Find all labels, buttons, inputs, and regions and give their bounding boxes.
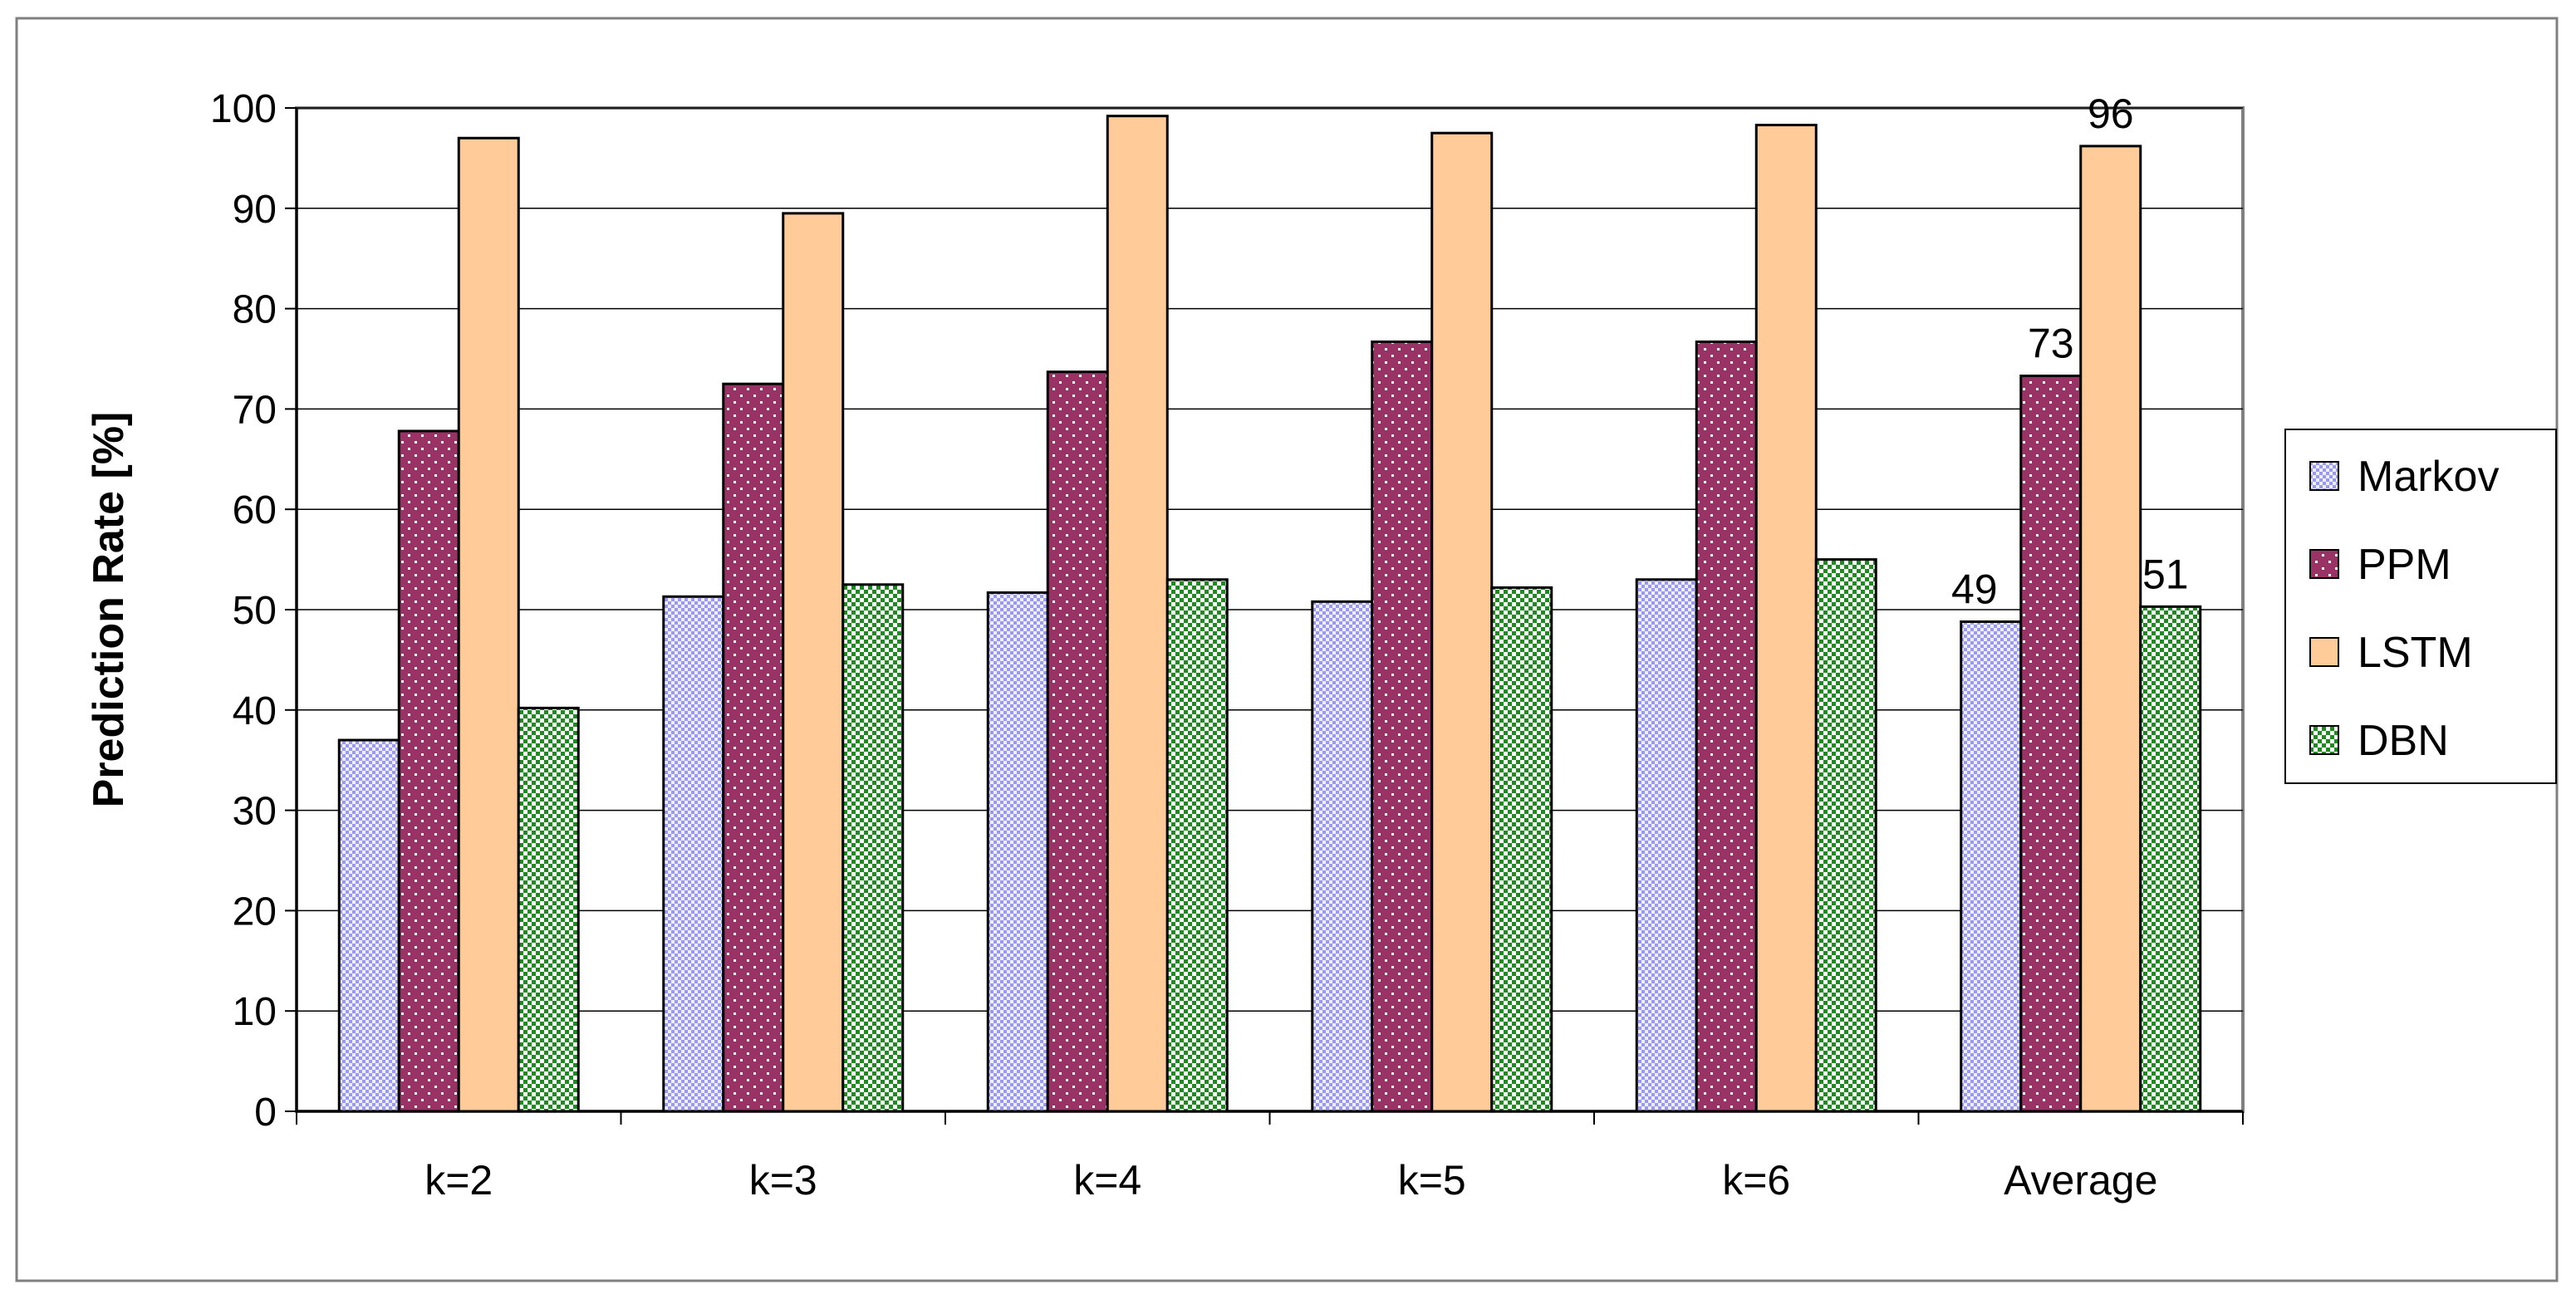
gridlines xyxy=(297,107,2243,1012)
bar-ppm-k-5 xyxy=(1371,340,1434,1113)
legend-label-dbn: DBN xyxy=(2358,717,2449,765)
bar-ppm-k-2 xyxy=(397,429,460,1113)
bar-markov-k-6 xyxy=(1635,578,1698,1113)
x-tick-label: k=4 xyxy=(1073,1157,1141,1204)
y-tick-label: 70 xyxy=(233,388,277,432)
bar-ppm-k-4 xyxy=(1046,370,1109,1113)
legend: Markov PPM LSTM DBN xyxy=(2284,429,2557,784)
x-axis-ticks: k=2 k=3 k=4 k=5 k=6 Average xyxy=(296,1110,2244,1204)
data-label: 96 xyxy=(2088,91,2134,137)
x-tick-label: k=6 xyxy=(1722,1157,1790,1204)
x-tick-label: Average xyxy=(2004,1157,2157,1204)
legend-label-ppm: PPM xyxy=(2358,541,2451,589)
bar-dbn-k-5 xyxy=(1490,586,1553,1113)
x-tick-label: k=5 xyxy=(1398,1157,1466,1204)
y-tick-label: 20 xyxy=(233,890,277,934)
bar-lstm-average xyxy=(2079,145,2142,1113)
y-tick-label: 40 xyxy=(233,689,277,733)
bar-markov-k-4 xyxy=(986,591,1049,1113)
y-axis-ticks: 0 10 20 30 40 50 60 70 80 90 100 xyxy=(210,87,298,1135)
y-tick-label: 0 xyxy=(254,1091,277,1135)
bars xyxy=(337,115,2202,1113)
legend-swatch-lstm xyxy=(2309,637,2339,667)
y-tick-label: 100 xyxy=(210,87,277,131)
legend-label-lstm: LSTM xyxy=(2358,629,2473,677)
legend-label-markov: Markov xyxy=(2358,453,2499,501)
legend-swatch-ppm xyxy=(2309,549,2339,579)
bar-ppm-average xyxy=(2019,375,2083,1113)
bar-ppm-k-6 xyxy=(1695,340,1758,1113)
data-labels: 49 73 96 51 xyxy=(1951,91,2189,613)
bar-markov-k-2 xyxy=(337,738,400,1113)
y-tick-label: 90 xyxy=(233,188,277,232)
data-label: 73 xyxy=(2028,321,2074,367)
bar-ppm-k-3 xyxy=(722,382,785,1113)
bar-dbn-k-2 xyxy=(517,706,580,1113)
bar-lstm-k-4 xyxy=(1106,115,1169,1113)
y-tick-label: 80 xyxy=(233,288,277,332)
bar-lstm-k-6 xyxy=(1754,124,1818,1113)
x-tick-label: k=3 xyxy=(749,1157,817,1204)
data-label: 51 xyxy=(2142,551,2189,597)
data-label: 49 xyxy=(1951,566,1998,612)
x-tick-label: k=2 xyxy=(424,1157,493,1204)
legend-swatch-markov xyxy=(2309,461,2339,491)
y-tick-label: 50 xyxy=(233,589,277,633)
legend-swatch-dbn xyxy=(2309,725,2339,755)
y-axis-label: Prediction Rate [%] xyxy=(85,412,133,808)
bar-markov-k-3 xyxy=(662,595,725,1113)
bar-lstm-k-5 xyxy=(1430,131,1494,1113)
y-tick-label: 30 xyxy=(233,790,277,834)
bar-dbn-k-6 xyxy=(1814,558,1877,1113)
bar-dbn-k-3 xyxy=(841,583,905,1113)
y-tick-label: 60 xyxy=(233,488,277,532)
bar-lstm-k-2 xyxy=(457,136,520,1113)
y-tick-label: 10 xyxy=(233,990,277,1034)
bar-dbn-k-4 xyxy=(1165,578,1229,1113)
bar-markov-k-5 xyxy=(1311,600,1374,1113)
bar-dbn-average xyxy=(2139,605,2202,1113)
bar-markov-average xyxy=(1960,620,2023,1113)
bar-lstm-k-3 xyxy=(782,212,845,1113)
